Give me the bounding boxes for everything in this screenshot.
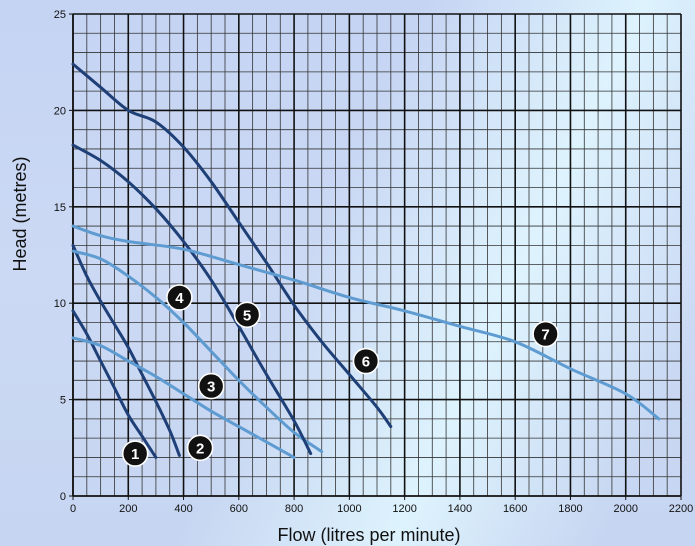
x-tick-label: 1800 [558,503,582,515]
badge-circle [166,284,193,311]
x-tick-label: 2000 [613,503,637,515]
y-tick-label: 0 [60,491,66,503]
x-tick-label: 1600 [503,503,527,515]
curve-badge-7: 7 [532,320,559,348]
x-tick-label: 2200 [669,503,693,515]
y-axis-ticks: 0 5 10 15 20 25 [54,9,73,503]
curve-badge-5: 5 [233,301,261,329]
x-axis-ticks: 0 200 400 600 800 1000 1200 1400 1600 1800 2000 220… [70,496,693,515]
x-tick-label: 800 [285,503,303,515]
x-axis-title: Flow (litres per minute) [277,525,460,545]
curve-badge-3: 3 [197,372,225,400]
y-tick-label: 15 [54,202,66,214]
x-tick-label: 1400 [448,503,472,515]
pump-curve-2 [71,243,181,457]
badge-label: 5 [243,307,251,324]
badge-circle [121,440,149,467]
badge-label: 2 [196,440,204,457]
pump-curve-5 [71,143,313,456]
curve-badge-1: 1 [121,440,149,467]
x-tick-label: 1000 [337,503,361,515]
badge-label: 6 [362,354,370,371]
x-tick-label: 200 [119,503,137,515]
y-tick-label: 20 [54,105,66,117]
pump-curve-7 [71,224,661,421]
badge-circle [532,320,559,348]
y-tick-label: 25 [54,9,66,21]
curve-badge-6: 6 [352,347,380,375]
y-tick-label: 5 [60,395,66,407]
curve-badges: 1 2 3 4 5 6 7 [121,284,559,467]
x-tick-label: 600 [230,503,248,515]
badge-circle [197,372,225,400]
badge-circle [233,301,261,329]
curve-badge-4: 4 [166,284,193,311]
pump-curve-3 [71,336,296,459]
curve-badge-2: 2 [186,434,214,462]
pump-curve-1 [71,309,158,459]
pump-curves [71,62,661,459]
badge-label: 4 [175,290,184,307]
minor-grid [72,13,682,497]
badge-label: 1 [131,446,139,463]
y-axis-title: Head (metres) [10,156,30,271]
badge-circle [186,434,214,462]
x-tick-label: 400 [174,503,192,515]
badge-circle [352,347,380,375]
x-tick-label: 1200 [392,503,416,515]
x-tick-label: 0 [70,503,76,515]
badge-label: 3 [207,379,215,396]
y-tick-label: 10 [54,298,66,310]
badge-label: 7 [541,327,549,344]
pump-curve-4 [71,249,324,454]
pump-curve-6 [71,62,393,429]
